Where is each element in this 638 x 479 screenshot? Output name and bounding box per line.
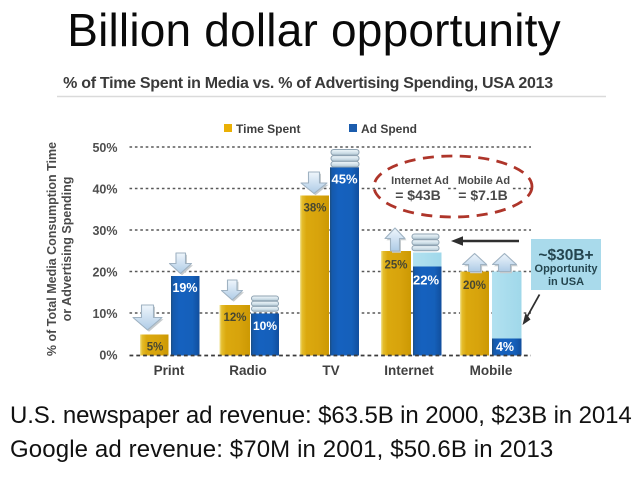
svg-text:Mobile Ad: Mobile Ad bbox=[458, 175, 510, 187]
svg-text:22%: 22% bbox=[413, 273, 439, 288]
svg-text:25%: 25% bbox=[384, 260, 407, 272]
svg-text:10%: 10% bbox=[253, 319, 277, 333]
svg-text:50%: 50% bbox=[92, 141, 117, 155]
svg-text:~$30B+: ~$30B+ bbox=[538, 247, 593, 264]
svg-text:5%: 5% bbox=[147, 342, 164, 354]
svg-text:4%: 4% bbox=[496, 340, 514, 354]
svg-text:= $43B: = $43B bbox=[395, 187, 441, 203]
svg-text:0%: 0% bbox=[99, 349, 117, 363]
svg-text:19%: 19% bbox=[172, 281, 197, 295]
svg-text:or Advertising Spending: or Advertising Spending bbox=[60, 177, 74, 322]
svg-text:10%: 10% bbox=[92, 307, 117, 321]
svg-text:40%: 40% bbox=[92, 183, 117, 197]
svg-text:Radio: Radio bbox=[229, 363, 267, 378]
svg-text:Internet Ad: Internet Ad bbox=[391, 175, 449, 187]
svg-text:Ad Spend: Ad Spend bbox=[361, 122, 417, 136]
svg-text:12%: 12% bbox=[223, 312, 246, 324]
svg-text:45%: 45% bbox=[331, 172, 357, 187]
svg-text:% of Total Media Consumption T: % of Total Media Consumption Time bbox=[45, 142, 59, 356]
svg-text:Print: Print bbox=[154, 363, 185, 378]
svg-text:20%: 20% bbox=[463, 280, 486, 292]
svg-text:Mobile: Mobile bbox=[470, 363, 513, 378]
svg-text:Time Spent: Time Spent bbox=[236, 122, 300, 136]
svg-text:% of Time Spent in Media vs. %: % of Time Spent in Media vs. % of Advert… bbox=[63, 75, 553, 92]
svg-text:Internet: Internet bbox=[384, 363, 434, 378]
svg-text:Opportunity: Opportunity bbox=[535, 263, 599, 275]
svg-text:30%: 30% bbox=[92, 224, 117, 238]
svg-text:TV: TV bbox=[322, 363, 339, 378]
svg-text:20%: 20% bbox=[92, 266, 117, 280]
svg-text:= $7.1B: = $7.1B bbox=[458, 187, 507, 203]
svg-text:in USA: in USA bbox=[548, 276, 584, 288]
svg-text:38%: 38% bbox=[303, 203, 326, 215]
